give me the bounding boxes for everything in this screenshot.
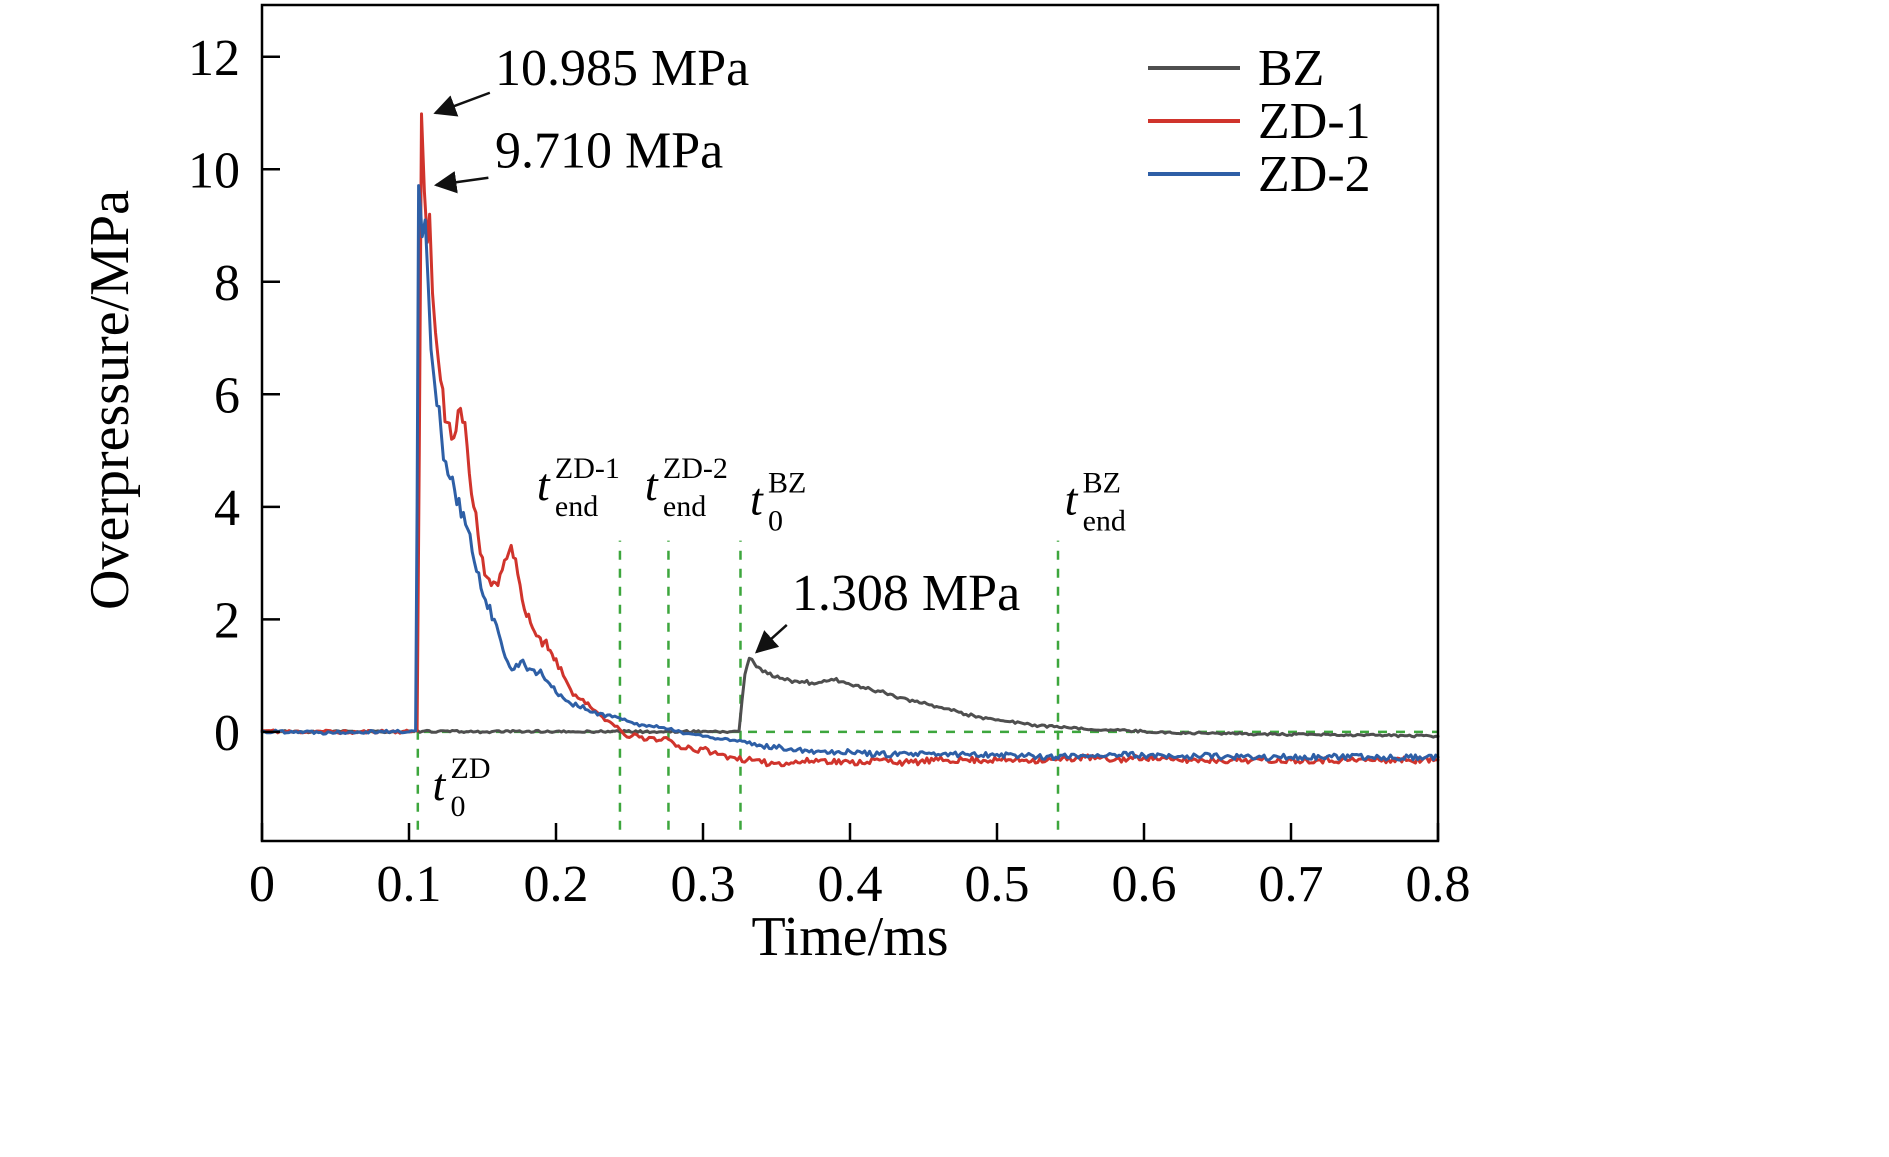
- legend-label-bz: BZ: [1258, 40, 1324, 97]
- x-tick-label: 0.7: [1259, 856, 1324, 913]
- annotation-arrow: [433, 171, 489, 194]
- marker-symbol: t: [645, 459, 659, 510]
- y-tick-label: 8: [214, 255, 240, 312]
- marker-subscript: end: [663, 490, 706, 523]
- x-axis-title: Time/ms: [751, 906, 948, 968]
- annotation-text: 10.985 MPa: [495, 40, 749, 97]
- label-tend-zd1: t ZD-1 end: [537, 452, 620, 523]
- annotations: 10.985 MPa 9.710 MPa 1.308 MPa: [433, 40, 1020, 654]
- legend-label-zd-2: ZD-2: [1258, 146, 1371, 203]
- x-tick-label: 0.5: [965, 856, 1030, 913]
- y-tick-label: 12: [188, 30, 240, 87]
- annotation-arrow: [754, 624, 788, 654]
- marker-superscript: BZ: [1083, 467, 1121, 500]
- label-t0-bz: t BZ 0: [750, 467, 806, 538]
- marker-superscript: ZD-2: [663, 452, 728, 485]
- y-tick-label: 0: [214, 705, 240, 762]
- legend-label-zd-1: ZD-1: [1258, 93, 1371, 150]
- annotation-peak-zd1: 10.985 MPa: [433, 40, 749, 117]
- marker-symbol: t: [750, 474, 764, 525]
- marker-symbol: t: [433, 759, 447, 810]
- x-tick-label: 0.8: [1406, 856, 1471, 913]
- marker-symbol: t: [1065, 474, 1079, 525]
- x-tick-label: 0.4: [818, 856, 883, 913]
- marker-subscript: 0: [768, 505, 783, 538]
- series-group: [260, 112, 1440, 768]
- y-tick-label: 6: [214, 367, 240, 424]
- y-axis-title: Overpressure/MPa: [79, 190, 141, 610]
- x-tick-label: 0.1: [377, 856, 442, 913]
- y-tick-label: 2: [214, 592, 240, 649]
- y-axis: 0 2 4 6 8 10 12: [188, 30, 280, 762]
- label-tend-zd2: t ZD-2 end: [645, 452, 728, 523]
- label-t0-zd: t ZD 0: [433, 752, 491, 823]
- series-line-bz: [260, 656, 1440, 739]
- marker-subscript: end: [1083, 505, 1126, 538]
- annotation-text: 9.710 MPa: [495, 123, 723, 180]
- marker-subscript: end: [555, 490, 598, 523]
- x-tick-label: 0: [249, 856, 275, 913]
- x-tick-label: 0.3: [671, 856, 736, 913]
- marker-superscript: ZD: [451, 752, 491, 785]
- annotation-text: 1.308 MPa: [792, 565, 1020, 622]
- series-line-zd-2: [260, 184, 1440, 762]
- marker-superscript: BZ: [768, 467, 806, 500]
- guide-lines: [262, 540, 1438, 830]
- marker-symbol: t: [537, 459, 551, 510]
- annotation-peak-bz: 1.308 MPa: [754, 565, 1020, 654]
- y-tick-label: 4: [214, 480, 240, 537]
- series-line-zd-1: [260, 112, 1440, 768]
- y-tick-label: 10: [188, 142, 240, 199]
- annotation-peak-zd2: 9.710 MPa: [433, 123, 723, 194]
- marker-subscript: 0: [451, 790, 466, 823]
- axes: 0 0.1 0.2 0.3 0.4 0.5 0.6 0.7 0.8 0 2 4 6 8 10 12 Time/m…: [79, 3, 1471, 968]
- label-tend-bz: t BZ end: [1065, 467, 1126, 538]
- x-tick-label: 0.6: [1112, 856, 1177, 913]
- annotation-arrow: [433, 91, 491, 117]
- marker-superscript: ZD-1: [555, 452, 620, 485]
- x-tick-label: 0.2: [524, 856, 589, 913]
- x-axis: 0 0.1 0.2 0.3 0.4 0.5 0.6 0.7 0.8: [249, 823, 1471, 913]
